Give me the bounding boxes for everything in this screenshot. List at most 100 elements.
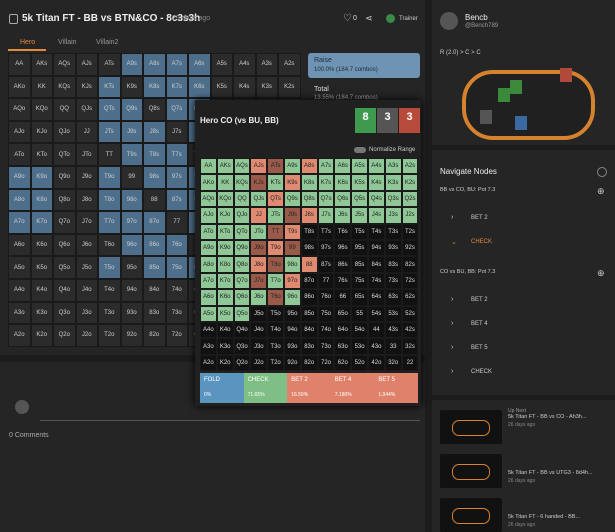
range-cell[interactable]: J7s — [165, 120, 188, 144]
range-cell[interactable]: K3s — [255, 75, 278, 99]
strategy-cell[interactable]: JTs — [267, 207, 284, 224]
strategy-cell[interactable]: 22 — [401, 354, 419, 372]
range-cell[interactable]: J3o — [75, 301, 98, 325]
range-cell[interactable]: K7o — [30, 211, 53, 234]
strategy-cell[interactable]: J7o — [250, 272, 268, 290]
range-cell[interactable]: K6s — [188, 75, 211, 99]
strategy-cell[interactable]: A4s — [368, 158, 385, 175]
range-cell[interactable]: 93o — [120, 301, 143, 325]
strategy-cell[interactable]: K3s — [384, 174, 402, 191]
video-link[interactable]: 5k Titan FT - BB vs CO - Ah3h... — [508, 414, 587, 420]
range-cell[interactable]: KJs — [75, 75, 98, 99]
range-cell[interactable]: A3o — [8, 301, 31, 325]
strategy-cell[interactable]: Q8o — [233, 256, 251, 273]
nav-icon[interactable] — [597, 167, 607, 177]
strategy-cell[interactable]: Q7s — [317, 190, 335, 208]
range-cell[interactable]: Q4o — [53, 279, 76, 302]
range-cell[interactable]: A4s — [233, 53, 256, 76]
strategy-cell[interactable]: 62s — [401, 289, 419, 306]
range-cell[interactable]: 99 — [120, 166, 143, 189]
strategy-cell[interactable]: Q3s — [384, 190, 402, 208]
strategy-cell[interactable]: KTs — [267, 174, 284, 191]
range-cell[interactable]: Q7s — [165, 98, 188, 121]
range-cell[interactable]: K5s — [210, 75, 233, 99]
range-cell[interactable]: T9s — [120, 143, 143, 166]
range-cell[interactable]: A8s — [143, 53, 166, 76]
strategy-cell[interactable]: T2s — [401, 223, 419, 240]
strategy-cell[interactable]: T9s — [284, 223, 301, 240]
strategy-cell[interactable]: QTs — [267, 190, 284, 208]
range-cell[interactable]: AJo — [8, 120, 31, 144]
strategy-cell[interactable]: 98s — [300, 240, 318, 257]
strategy-cell[interactable]: 92o — [284, 354, 301, 372]
nav-group[interactable]: BB vs CO, BU: Pot 7.3 — [440, 187, 496, 193]
range-cell[interactable]: K5o — [30, 256, 53, 279]
range-cell[interactable]: J5o — [75, 256, 98, 279]
strategy-cell[interactable]: AQs — [233, 158, 251, 175]
strategy-cell[interactable]: 88 — [300, 256, 318, 273]
strategy-cell[interactable]: J8o — [250, 256, 268, 273]
range-cell[interactable]: J9s — [120, 120, 143, 144]
nav-option[interactable]: CHECK — [471, 369, 493, 375]
strategy-cell[interactable]: J4s — [368, 207, 385, 224]
strategy-cell[interactable]: ATo — [200, 223, 217, 240]
strategy-cell[interactable]: 55 — [351, 305, 368, 322]
range-cell[interactable]: 85o — [143, 256, 166, 279]
strategy-cell[interactable]: 84s — [368, 256, 385, 273]
range-cell[interactable]: 87s — [165, 188, 188, 212]
strategy-cell[interactable]: 94s — [368, 240, 385, 257]
strategy-cell[interactable]: T6s — [334, 223, 352, 240]
range-cell[interactable]: T7o — [98, 211, 121, 234]
strategy-cell[interactable]: QJs — [250, 190, 268, 208]
range-cell[interactable]: JTs — [98, 120, 121, 144]
range-cell[interactable]: 73o — [165, 301, 188, 325]
strategy-cell[interactable]: AA — [200, 158, 217, 175]
strategy-cell[interactable]: 64o — [334, 322, 352, 339]
range-cell[interactable]: 87o — [143, 211, 166, 234]
strategy-cell[interactable]: 75o — [317, 305, 335, 322]
strategy-cell[interactable]: J3s — [384, 207, 402, 224]
strategy-cell[interactable]: 97s — [317, 240, 335, 257]
range-cell[interactable]: T9o — [98, 166, 121, 189]
strategy-cell[interactable]: J9o — [250, 240, 268, 257]
strategy-cell[interactable]: A4o — [200, 322, 217, 339]
range-cell[interactable]: 86o — [143, 233, 166, 257]
strategy-cell[interactable]: 95s — [351, 240, 368, 257]
strategy-cell[interactable]: 64s — [368, 289, 385, 306]
range-cell[interactable]: 98s — [143, 166, 166, 189]
thumbnail[interactable] — [440, 454, 502, 488]
strategy-cell[interactable]: T7o — [267, 272, 284, 290]
strategy-cell[interactable]: 52o — [351, 354, 368, 372]
strategy-cell[interactable]: T3s — [384, 223, 402, 240]
strategy-cell[interactable]: 65o — [334, 305, 352, 322]
range-cell[interactable]: T4o — [98, 279, 121, 302]
range-cell[interactable]: K4s — [233, 75, 256, 99]
strategy-cell[interactable]: ATs — [267, 158, 284, 175]
strategy-cell[interactable]: A3o — [200, 338, 217, 355]
range-cell[interactable]: 95o — [120, 256, 143, 279]
strategy-cell[interactable]: Q8s — [300, 190, 318, 208]
range-cell[interactable]: ATo — [8, 143, 31, 166]
strategy-cell[interactable]: 76s — [334, 272, 352, 290]
tab[interactable]: Hero — [20, 39, 36, 46]
range-cell[interactable]: T3o — [98, 301, 121, 325]
range-cell[interactable]: K8s — [143, 75, 166, 99]
range-cell[interactable]: T2o — [98, 324, 121, 347]
range-cell[interactable]: KQo — [30, 98, 53, 121]
range-cell[interactable]: Q8s — [143, 98, 166, 121]
strategy-cell[interactable]: 62o — [334, 354, 352, 372]
range-cell[interactable]: Q9o — [53, 166, 76, 189]
range-cell[interactable]: KK — [30, 75, 53, 99]
strategy-cell[interactable]: 74s — [368, 272, 385, 290]
strategy-cell[interactable]: JTo — [250, 223, 268, 240]
strategy-cell[interactable]: A2s — [401, 158, 419, 175]
range-cell[interactable]: AKo — [8, 75, 31, 99]
range-cell[interactable]: A3s — [255, 53, 278, 76]
strategy-cell[interactable]: K5o — [216, 305, 234, 322]
range-cell[interactable]: T6o — [98, 233, 121, 257]
strategy-cell[interactable]: QTo — [233, 223, 251, 240]
strategy-cell[interactable]: 76o — [317, 289, 335, 306]
strategy-cell[interactable]: T5o — [267, 305, 284, 322]
range-cell[interactable]: 83o — [143, 301, 166, 325]
range-cell[interactable]: TT — [98, 143, 121, 166]
